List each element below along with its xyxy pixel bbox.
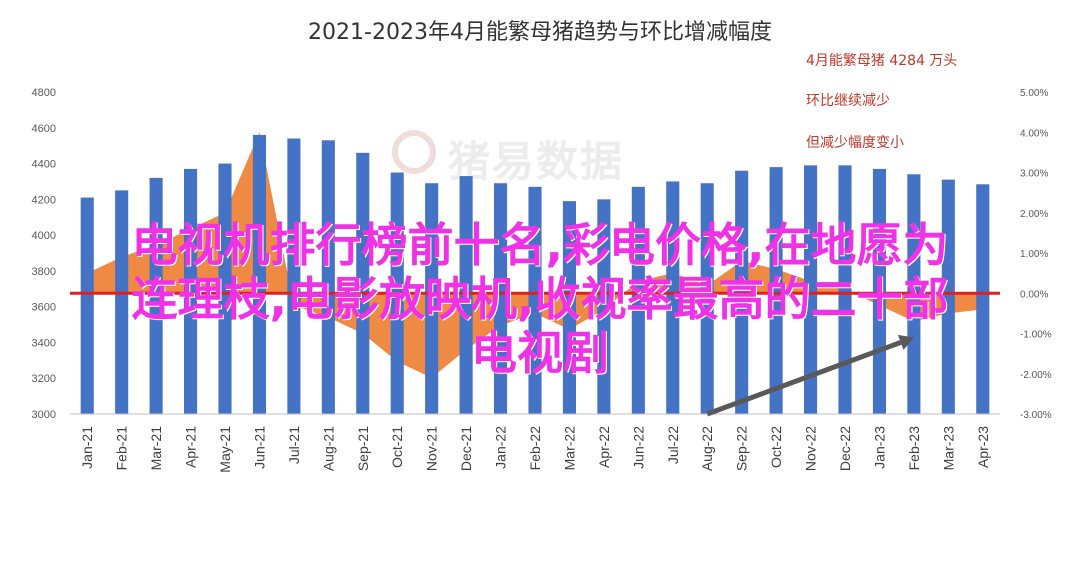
- x-tick-label: Feb-22: [527, 426, 543, 471]
- bar-mar-21: [149, 177, 163, 414]
- trend-arrow-head: [897, 334, 914, 350]
- y-left-tick-label: 4400: [32, 159, 56, 171]
- chart-title: 2021-2023年4月能繁母猪趋势与环比增减幅度: [308, 20, 772, 45]
- y-left-tick-label: 3600: [32, 302, 56, 314]
- y-left-tick-label: 4600: [32, 123, 56, 135]
- bar-feb-22: [528, 186, 542, 414]
- y-right-tick-label: 5.00%: [1020, 88, 1048, 99]
- bar-jan-22: [494, 183, 508, 414]
- x-tick-label: Mar-21: [148, 426, 164, 471]
- trend-arrow-shaft: [706, 340, 902, 417]
- x-tick-label: Jun-22: [630, 426, 646, 469]
- overlay-line-3: 电视剧: [471, 326, 609, 380]
- x-tick-label: Dec-21: [458, 426, 474, 471]
- bar-dec-21: [459, 176, 473, 414]
- y-right-tick-label: 4.00%: [1020, 128, 1048, 139]
- x-tick-label: Feb-21: [114, 426, 130, 471]
- bar-feb-21: [115, 190, 129, 414]
- x-tick-label: Nov-21: [424, 426, 440, 471]
- x-tick-label: Feb-23: [906, 426, 922, 471]
- y-right-tick-label: 3.00%: [1020, 169, 1048, 180]
- y-left-tick-label: 3000: [32, 409, 56, 421]
- annotation-3: 但减少幅度变小: [806, 135, 904, 151]
- y-right-tick-label: 1.00%: [1020, 249, 1048, 260]
- bar-jan-21: [80, 197, 94, 414]
- bar-apr-23: [976, 184, 990, 414]
- watermark-logo-icon: [392, 130, 436, 174]
- overlay-line-1: 电视机排行榜前十名,彩电价格,在地愿为: [131, 218, 949, 272]
- x-tick-label: Nov-22: [803, 426, 819, 471]
- y-left-tick-label: 4800: [32, 87, 56, 99]
- x-tick-label: Sep-22: [734, 426, 750, 471]
- x-tick-label: Oct-21: [389, 426, 405, 468]
- x-tick-label: Oct-22: [768, 426, 784, 468]
- bar-jul-22: [666, 181, 680, 414]
- x-tick-label: Jan-21: [79, 426, 95, 469]
- annotation-2: 环比继续减少: [806, 93, 890, 109]
- x-tick-label: Sep-21: [355, 426, 371, 471]
- y-right-tick-label: 2.00%: [1020, 209, 1048, 220]
- bar-nov-21: [425, 183, 439, 414]
- bar-nov-22: [804, 165, 818, 414]
- y-right-tick-label: -1.00%: [1020, 330, 1052, 341]
- area-series-mom-change: [87, 132, 983, 378]
- x-tick-label: Mar-23: [940, 426, 956, 471]
- bar-aug-22: [700, 183, 714, 414]
- x-tick-label: Jun-21: [251, 426, 267, 469]
- y-left-tick-label: 3200: [32, 373, 56, 385]
- bar-mar-22: [562, 201, 576, 414]
- bar-dec-22: [838, 165, 852, 414]
- overlay-line-2: 连理枝,电影放映机,收视率最高的二十部: [131, 272, 949, 326]
- y-left-tick-label: 4200: [32, 194, 56, 206]
- watermark-label: 猪易数据: [448, 137, 625, 186]
- y-left-tick-label: 3800: [32, 266, 56, 278]
- x-tick-label: Aug-22: [699, 426, 715, 471]
- bar-jun-21: [252, 134, 266, 414]
- bar-sep-21: [356, 152, 370, 415]
- x-tick-label: Apr-21: [183, 426, 199, 468]
- watermark-text: 猪易数据: [448, 128, 624, 189]
- bar-aug-21: [321, 140, 335, 415]
- bar-jun-22: [631, 186, 645, 414]
- bar-oct-22: [769, 167, 783, 414]
- x-tick-label: Jan-23: [871, 426, 887, 469]
- bar-may-21: [218, 163, 232, 414]
- x-tick-label: Apr-23: [975, 426, 991, 468]
- annotation-1: 4月能繁母猪 4284 万头: [806, 53, 958, 69]
- y-left-tick-label: 3400: [32, 337, 56, 349]
- x-tick-label: Mar-22: [561, 426, 577, 471]
- bar-jul-21: [287, 138, 301, 414]
- bar-apr-21: [184, 168, 198, 414]
- x-tick-label: Aug-21: [320, 426, 336, 471]
- y-right-tick-label: -2.00%: [1020, 370, 1052, 381]
- bar-mar-23: [941, 179, 955, 414]
- x-tick-label: Apr-22: [596, 426, 612, 468]
- x-tick-label: May-21: [217, 426, 233, 473]
- x-tick-label: Dec-22: [837, 426, 853, 471]
- x-tick-label: Jul-21: [286, 426, 302, 464]
- x-tick-label: Jan-22: [493, 426, 509, 469]
- x-tick-label: Jul-22: [665, 426, 681, 464]
- y-right-tick-label: -3.00%: [1020, 410, 1052, 421]
- bar-apr-22: [597, 199, 611, 414]
- y-left-tick-label: 4000: [32, 230, 56, 242]
- y-right-tick-label: 0.00%: [1020, 289, 1048, 300]
